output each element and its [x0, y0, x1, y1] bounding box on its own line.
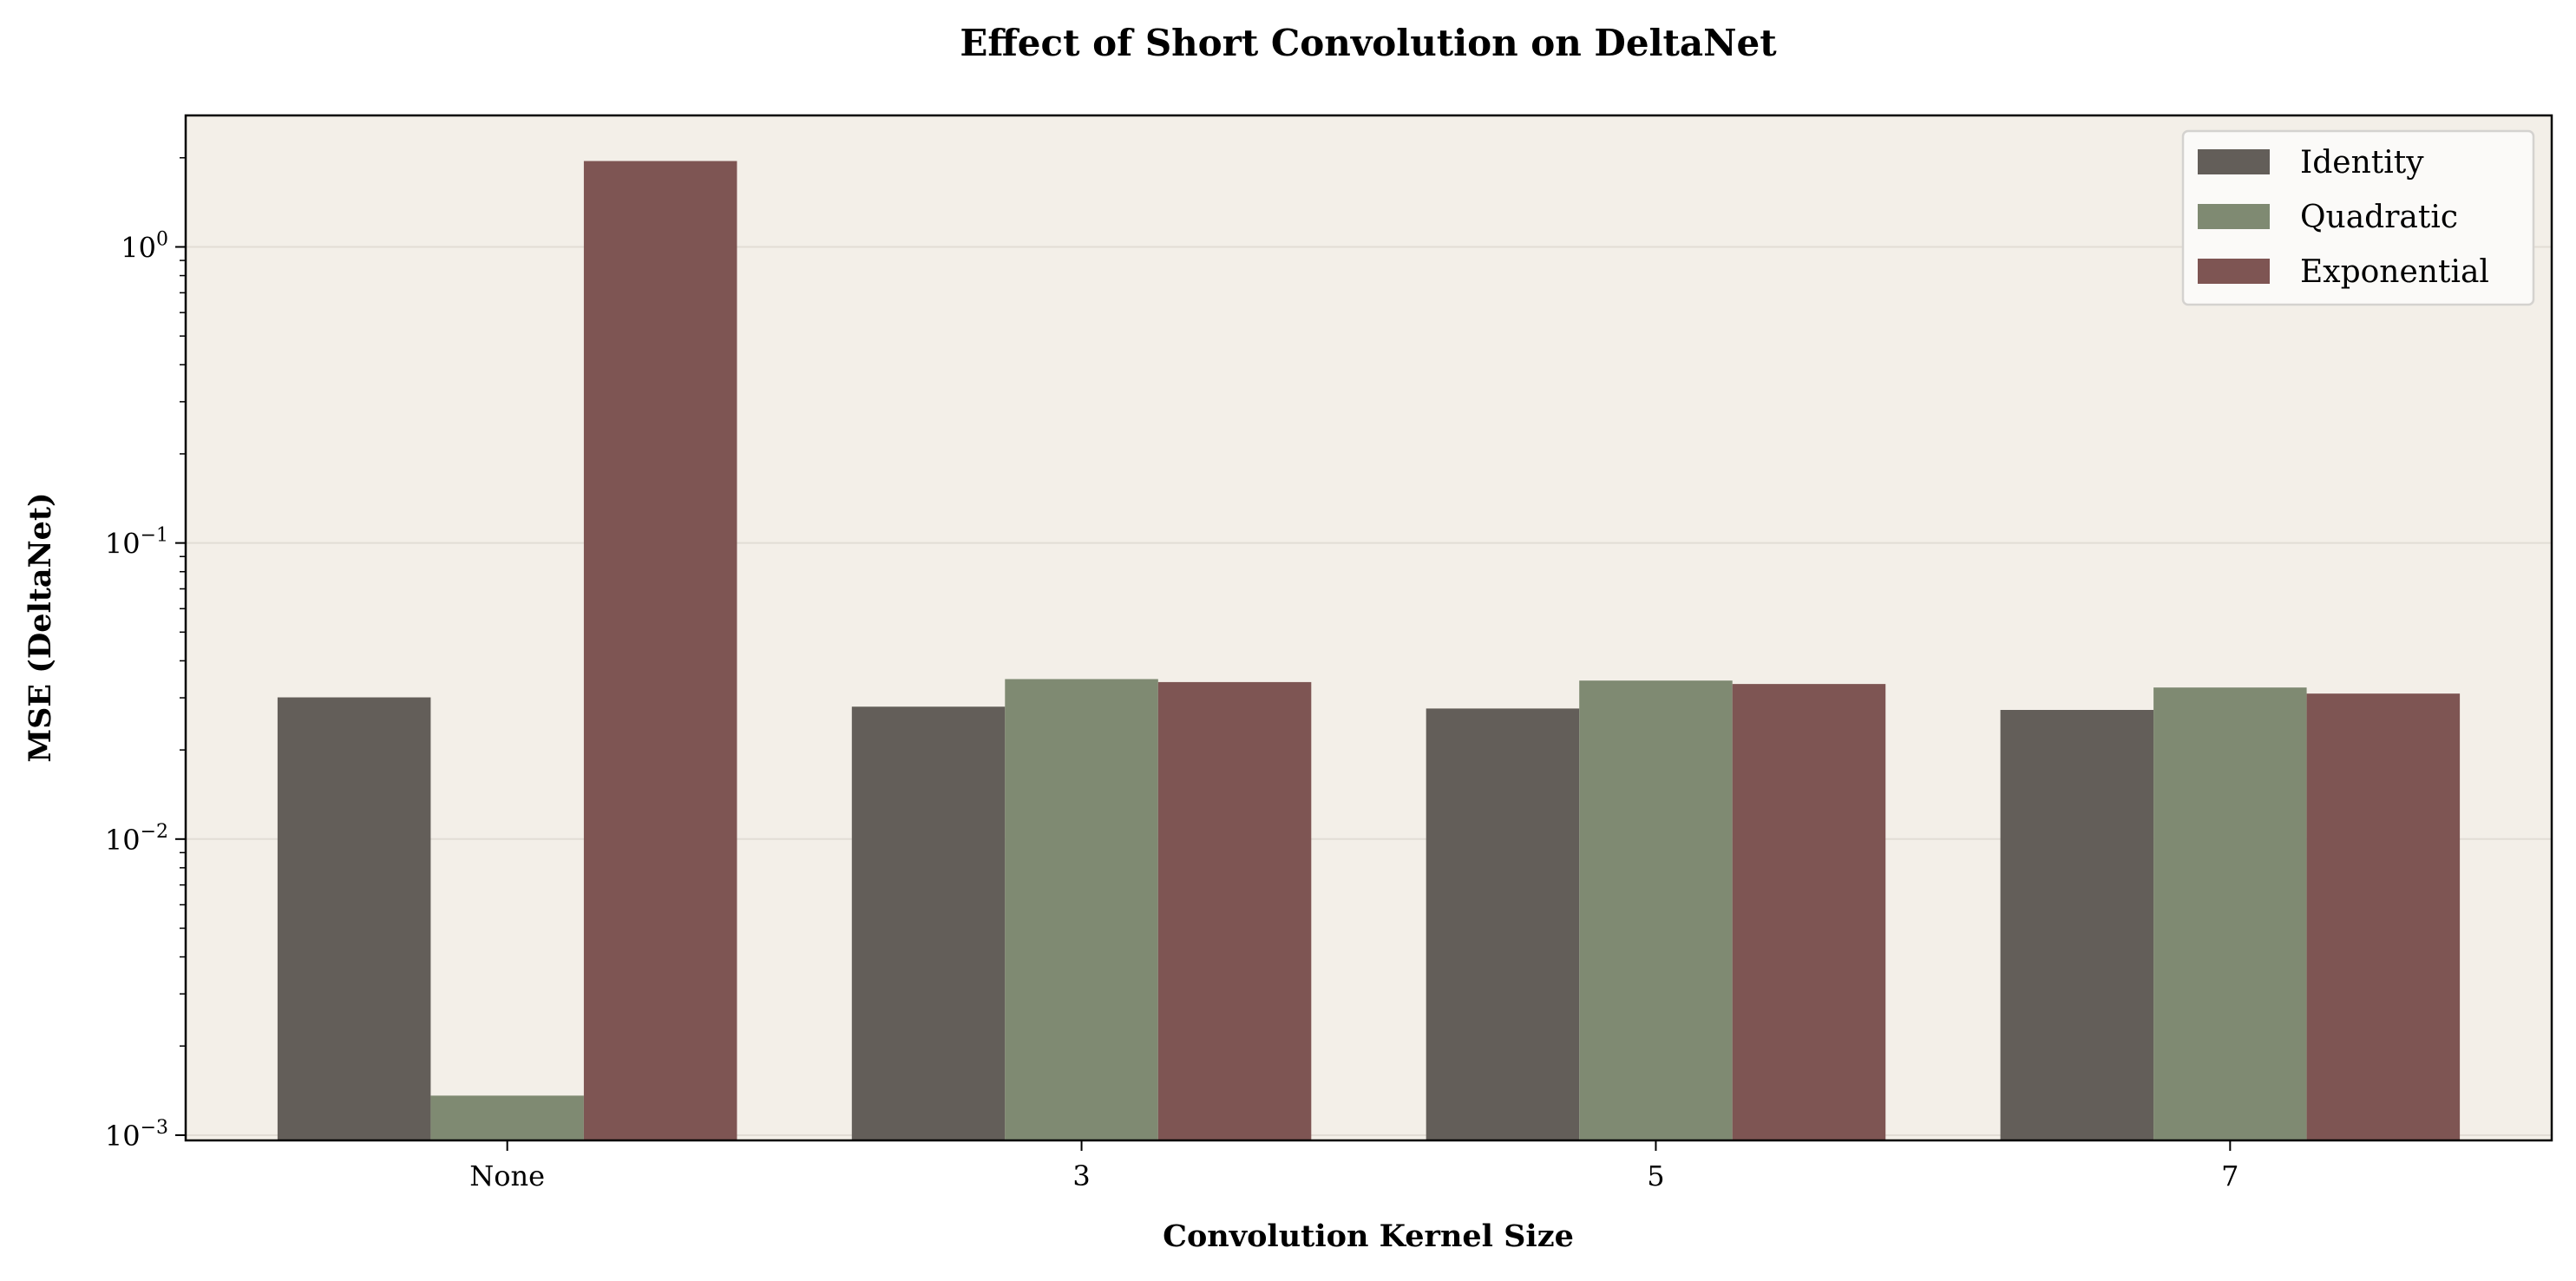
- y-tick-label: 10−2: [105, 821, 168, 857]
- plot-frame: [184, 114, 2553, 1142]
- y-tick-label: 10−1: [105, 525, 168, 561]
- y-axis-ticks: 10−3 10−2 10−1 100: [105, 157, 186, 1153]
- y-axis-label: MSE (DeltaNet): [23, 492, 58, 762]
- legend-label-quadratic: Quadratic: [2300, 200, 2458, 235]
- legend: Identity Quadratic Exponential: [2181, 129, 2535, 306]
- bar-identity-7: [2000, 709, 2154, 1140]
- legend-swatch-quadratic: [2198, 204, 2270, 229]
- bar-exponential-7: [2306, 693, 2461, 1140]
- x-tick-label: 7: [2221, 1159, 2238, 1192]
- x-axis-ticks: None 3 5 7: [469, 1140, 2239, 1192]
- y-tick-label: 10−3: [105, 1117, 168, 1153]
- chart-title: Effect of Short Convolution on DeltaNet: [960, 22, 1777, 64]
- legend-label-exponential: Exponential: [2300, 254, 2489, 290]
- x-tick-label: 5: [1647, 1159, 1664, 1192]
- y-tick-label: 100: [121, 228, 168, 264]
- bar-identity-3: [851, 706, 1006, 1140]
- bar-quadratic-3: [1005, 679, 1158, 1140]
- bar-quadratic-7: [2153, 687, 2307, 1140]
- bar-exponential-5: [1732, 684, 1886, 1140]
- legend-box: [2181, 129, 2535, 306]
- bar-exponential-3: [1157, 681, 1312, 1140]
- bars: [277, 161, 2461, 1141]
- bar-quadratic-5: [1579, 680, 1733, 1140]
- legend-swatch-identity: [2198, 149, 2270, 174]
- legend-swatch-exponential: [2198, 259, 2270, 284]
- x-axis-label: Convolution Kernel Size: [1163, 1219, 1574, 1254]
- x-tick-label: None: [469, 1159, 545, 1192]
- bar-quadratic-none: [430, 1095, 584, 1140]
- legend-label-identity: Identity: [2300, 145, 2424, 181]
- bar-identity-none: [277, 697, 431, 1140]
- bar-exponential-none: [583, 161, 737, 1141]
- bar-identity-5: [1426, 708, 1580, 1140]
- x-tick-label: 3: [1072, 1159, 1090, 1192]
